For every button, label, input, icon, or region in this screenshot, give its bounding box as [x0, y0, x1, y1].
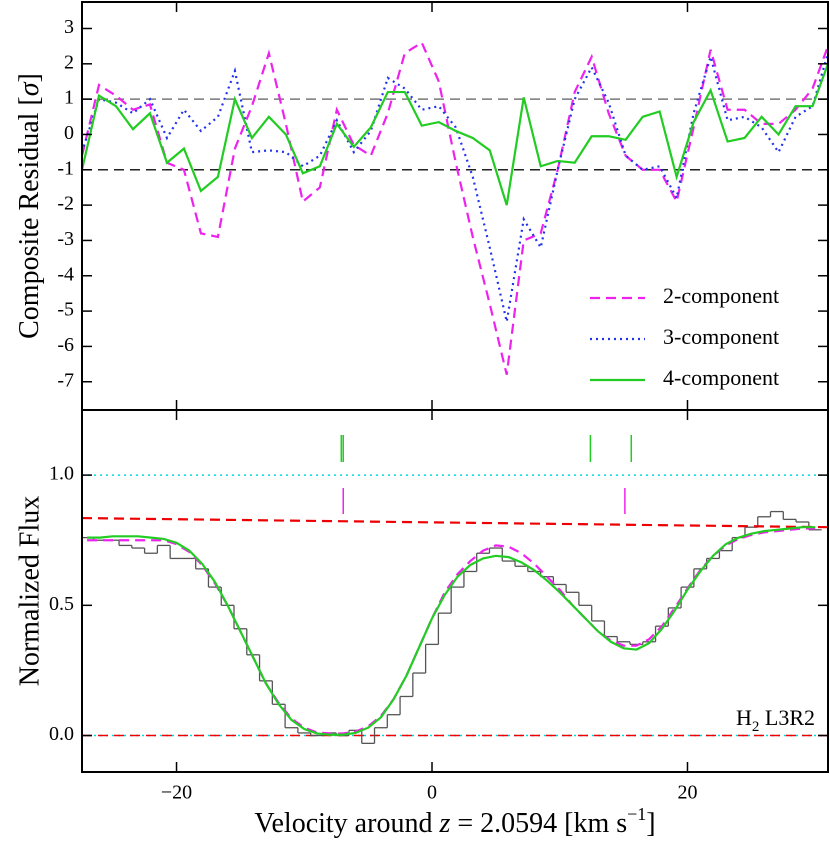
label-part: −1 [627, 804, 646, 824]
y-tick-label: 0 [64, 122, 74, 144]
y-tick-label: -7 [57, 369, 74, 391]
label-part: H [736, 705, 752, 730]
label-part: 2 [752, 719, 760, 735]
y-tick-label: 1.0 [49, 463, 74, 485]
y-axis-label: Composite Residual [σ] [14, 73, 45, 339]
y-tick-label: -6 [57, 334, 74, 356]
y-tick-label: -3 [57, 228, 74, 250]
label-part: Velocity around [254, 808, 439, 839]
y-tick-label: 2 [64, 51, 74, 73]
x-tick-label: 0 [427, 782, 437, 804]
y-tick-label: -4 [57, 263, 74, 285]
label-part: L3R2 [759, 705, 815, 730]
annotation: H2 L3R2 [736, 705, 815, 735]
y-tick-label: -1 [57, 157, 74, 179]
label-part: ] [646, 808, 655, 839]
y-tick-label: -5 [57, 299, 74, 321]
series-line [82, 52, 828, 322]
legend-label: 4-component [663, 365, 779, 390]
panel-frame [81, 409, 829, 773]
label-part: σ [14, 81, 45, 96]
model-line [82, 516, 828, 529]
y-axis-label: Normalized Flux [14, 496, 45, 687]
y-tick-label: 1 [64, 87, 74, 109]
model-line [87, 526, 816, 736]
label-part: = 2.0594 [km s [450, 808, 627, 839]
x-tick-label: 20 [677, 782, 697, 804]
legend-label: 2-component [663, 283, 779, 308]
y-tick-label: 0.5 [49, 593, 74, 615]
label-part: ] [14, 73, 45, 82]
label-part: z [438, 808, 450, 839]
x-tick-label: −20 [161, 782, 192, 804]
y-tick-label: 3 [64, 16, 74, 38]
x-axis-label: Velocity around z = 2.0594 [km s−1] [254, 804, 655, 839]
y-tick-label: 0.0 [49, 723, 74, 745]
plot-area [82, 41, 828, 375]
plot-area [82, 474, 828, 745]
series-line [82, 63, 828, 206]
legend-label: 3-component [663, 324, 779, 349]
label-part: Composite Residual [ [14, 96, 45, 339]
y-tick-label: -2 [57, 193, 74, 215]
